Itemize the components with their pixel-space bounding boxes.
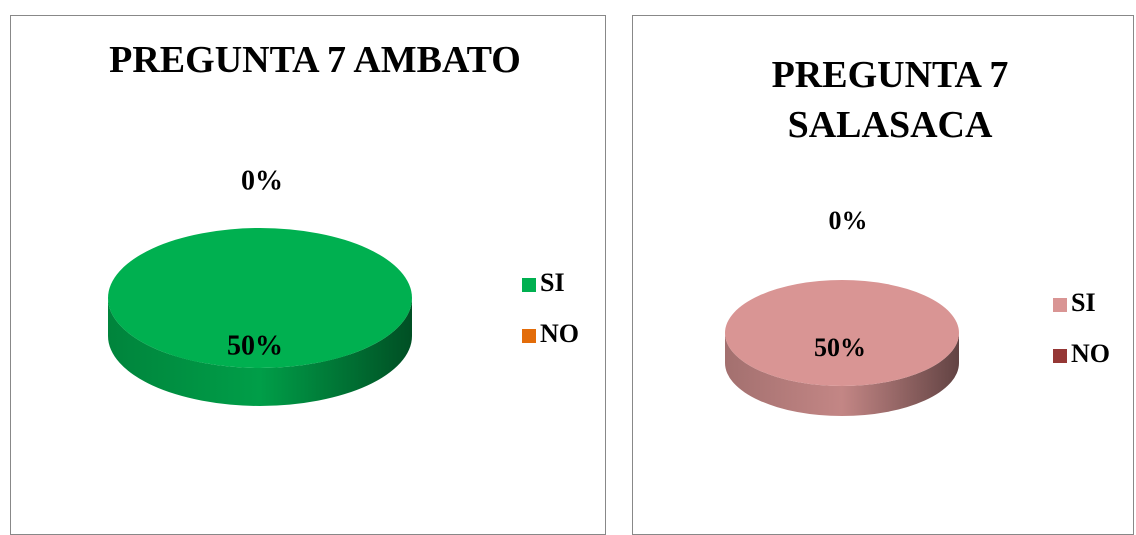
data-label: 0% <box>241 165 283 196</box>
data-label: 0% <box>829 206 868 235</box>
legend-label: NO <box>1071 339 1110 368</box>
legend-label: SI <box>1071 288 1096 317</box>
legend-swatch <box>1053 298 1067 312</box>
chart-title: PREGUNTA 7 AMBATO <box>109 39 521 81</box>
legend-swatch <box>522 329 536 343</box>
legend-label: NO <box>540 319 579 348</box>
pie-slice <box>725 280 959 386</box>
legend-label: SI <box>540 268 565 297</box>
pie-side <box>108 298 412 406</box>
legend-swatch <box>522 278 536 292</box>
chart-title: PREGUNTA 7 SALASACA <box>771 54 1009 146</box>
chart-frame <box>632 15 1134 535</box>
pie-side <box>725 333 959 416</box>
legend-swatch <box>1053 349 1067 363</box>
data-label: 50% <box>227 330 283 361</box>
data-label: 50% <box>814 333 866 362</box>
pie-slice <box>108 228 412 368</box>
